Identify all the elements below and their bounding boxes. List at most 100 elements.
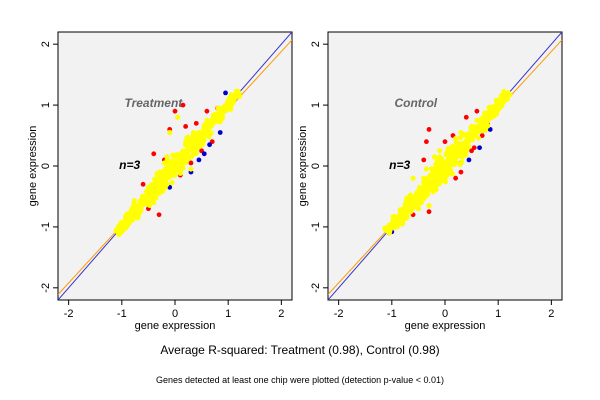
point-yellow: [415, 206, 422, 212]
point-yellow: [209, 121, 215, 128]
point-yellow: [230, 99, 237, 105]
point-yellow: [426, 202, 432, 209]
point-red: [426, 209, 432, 215]
point-yellow: [152, 179, 158, 185]
point-yellow: [157, 176, 163, 182]
point-yellow: [198, 134, 205, 140]
point-yellow: [453, 135, 459, 142]
x-tick-label: -2: [64, 308, 74, 320]
point-yellow: [442, 162, 448, 168]
point-yellow: [201, 123, 207, 129]
point-yellow: [188, 166, 194, 172]
point-red: [180, 102, 186, 108]
point-blue: [217, 130, 223, 135]
point-yellow: [447, 149, 453, 155]
x-tick-label: 0: [442, 308, 448, 320]
point-yellow: [437, 148, 443, 154]
point-blue: [223, 90, 228, 96]
point-yellow: [164, 154, 170, 160]
point-yellow: [429, 166, 435, 172]
point-red: [479, 133, 485, 138]
point-yellow: [427, 172, 433, 178]
point-yellow: [225, 104, 231, 110]
point-yellow: [140, 196, 146, 203]
point-yellow: [193, 139, 199, 145]
point-red: [474, 108, 480, 114]
point-yellow: [167, 129, 173, 136]
point-yellow: [183, 151, 189, 157]
point-red: [426, 127, 432, 132]
point-yellow: [383, 227, 390, 233]
y-tick-label: 0: [40, 163, 52, 169]
point-yellow: [113, 227, 120, 233]
point-red: [172, 108, 178, 114]
point-yellow: [459, 154, 465, 160]
point-yellow: [169, 180, 175, 186]
point-yellow: [177, 157, 183, 163]
point-yellow: [474, 128, 480, 134]
point-yellow: [458, 146, 464, 152]
y-tick-label: 1: [40, 102, 52, 108]
chart-panel-control: -2 -1 0 1 2 -2 -1 0 1 2 gene expression gene expres…: [297, 31, 563, 332]
point-yellow: [143, 188, 149, 195]
point-yellow: [452, 155, 458, 161]
point-yellow: [410, 175, 416, 181]
point-yellow: [156, 181, 162, 187]
point-yellow: [399, 210, 406, 217]
point-yellow: [405, 204, 411, 211]
point-yellow: [437, 169, 443, 175]
point-yellow: [180, 165, 186, 171]
point-yellow: [175, 114, 181, 120]
point-yellow: [490, 109, 496, 115]
point-yellow: [167, 169, 173, 175]
r-squared-summary: Average R-squared: Treatment (0.98), Con…: [160, 343, 440, 357]
y-tick-label: 0: [310, 163, 322, 169]
point-yellow: [229, 93, 235, 100]
point-yellow: [463, 148, 469, 154]
plot-content: [328, 32, 562, 300]
point-yellow: [425, 191, 431, 197]
point-yellow: [135, 215, 141, 221]
chart-panel-treatment: -2 -1 0 1 2 -2 -1 0 1 2 gene expression gene expres…: [27, 31, 293, 332]
point-yellow: [128, 218, 134, 224]
point-blue: [201, 151, 207, 157]
point-yellow: [504, 96, 510, 102]
point-yellow: [486, 104, 492, 110]
point-blue: [477, 145, 482, 151]
point-yellow: [423, 166, 429, 172]
point-yellow: [174, 152, 180, 158]
x-axis-label: gene expression: [135, 320, 216, 332]
y-tick-label: 2: [40, 41, 52, 47]
point-yellow: [392, 224, 399, 230]
point-yellow: [458, 129, 464, 136]
point-yellow: [153, 195, 159, 201]
point-yellow: [394, 215, 400, 221]
x-tick-label: 1: [495, 308, 501, 320]
point-yellow: [437, 158, 443, 164]
y-tick-label: -2: [310, 283, 322, 293]
point-red: [463, 114, 469, 120]
point-yellow: [484, 115, 491, 122]
x-tick-label: 2: [548, 308, 554, 320]
point-yellow: [204, 128, 210, 134]
point-red: [193, 120, 199, 126]
x-tick-label: 0: [172, 308, 178, 320]
point-yellow: [161, 160, 167, 166]
point-yellow: [220, 109, 226, 115]
point-yellow: [416, 184, 423, 190]
point-blue: [487, 127, 493, 132]
sample-count-annotation: n=3: [119, 158, 140, 172]
point-yellow: [204, 117, 210, 123]
point-yellow: [183, 157, 189, 163]
point-yellow: [449, 143, 456, 150]
point-yellow: [156, 190, 162, 197]
point-yellow: [214, 115, 221, 122]
point-yellow: [500, 99, 507, 105]
point-yellow: [172, 172, 178, 178]
x-tick-label: 1: [225, 308, 231, 320]
point-yellow: [474, 117, 480, 123]
point-yellow: [389, 221, 395, 227]
point-red: [151, 151, 157, 157]
point-blue: [207, 142, 212, 148]
